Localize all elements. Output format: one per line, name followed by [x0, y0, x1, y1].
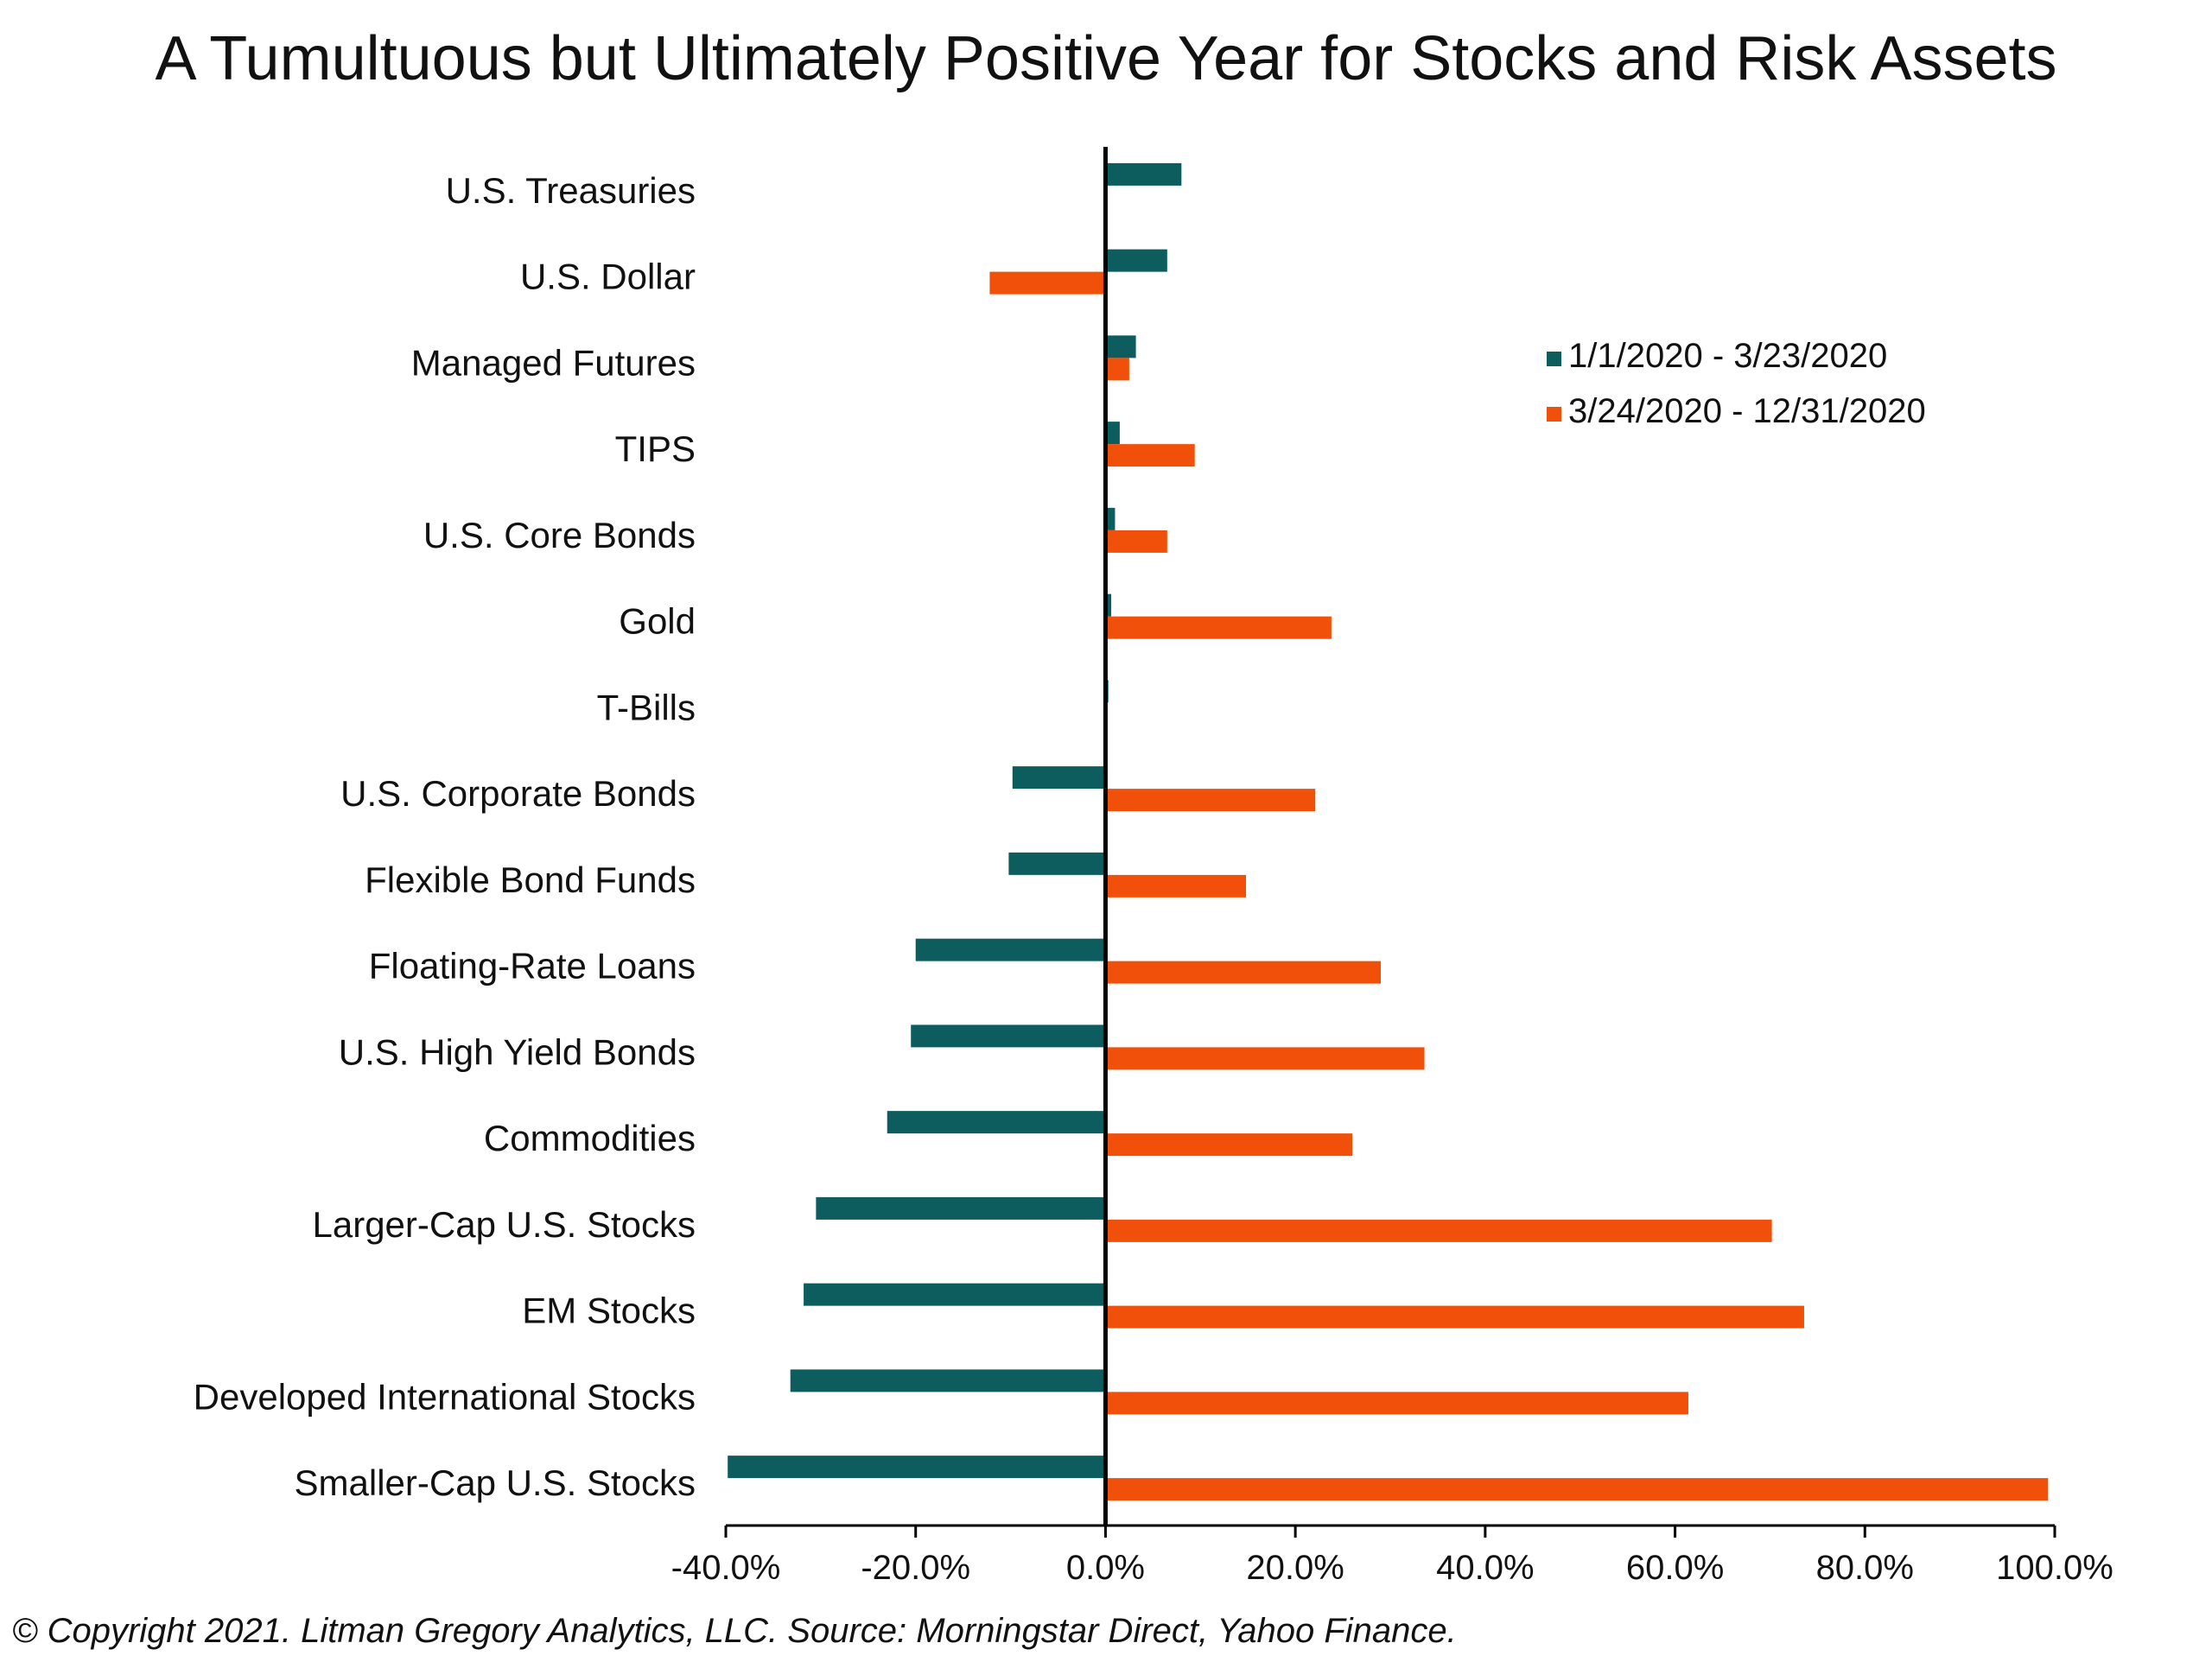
bar-rest-of-year — [1105, 874, 1247, 898]
category-label: T-Bills — [597, 687, 696, 727]
bar-rest-of-year — [989, 271, 1106, 295]
category-label: EM Stocks — [522, 1291, 696, 1331]
category-label: U.S. Core Bonds — [423, 515, 696, 555]
bar-q1-period — [1105, 507, 1116, 530]
bar-rest-of-year — [1105, 1392, 1688, 1415]
bar-q1-period — [1008, 852, 1106, 875]
category-label: Gold — [619, 601, 696, 642]
x-tick-label: 80.0% — [1816, 1549, 1914, 1587]
legend: 1/1/2020 - 3/23/2020 3/24/2020 - 12/31/20… — [1547, 337, 1926, 430]
x-tick-label: 100.0% — [1996, 1549, 2113, 1587]
category-label: Flexible Bond Funds — [365, 860, 696, 900]
bar-rest-of-year — [1105, 961, 1382, 984]
bar-q1-period — [1105, 335, 1136, 358]
bar-rest-of-year — [1105, 1478, 2049, 1501]
bar-rest-of-year — [1105, 616, 1332, 639]
bar-rest-of-year — [1105, 444, 1195, 467]
bar-rest-of-year — [1105, 1219, 1772, 1242]
category-label: Commodities — [484, 1118, 696, 1158]
bar-q1-period — [804, 1283, 1106, 1306]
bar-q1-period — [1105, 593, 1112, 617]
category-label: U.S. Corporate Bonds — [340, 773, 696, 814]
bar-rest-of-year — [1105, 530, 1167, 553]
category-label: Floating-Rate Loans — [369, 946, 696, 986]
category-label: Smaller-Cap U.S. Stocks — [295, 1462, 696, 1503]
bar-q1-period — [911, 1024, 1106, 1048]
x-tick-label: -20.0% — [861, 1549, 970, 1587]
bars — [728, 162, 2049, 1501]
bar-q1-period — [1105, 422, 1120, 445]
category-label: U.S. Dollar — [520, 257, 696, 297]
copyright-note: © Copyright 2021. Litman Gregory Analyti… — [12, 1612, 1457, 1650]
bar-q1-period — [816, 1196, 1106, 1220]
x-tick-label: 0.0% — [1066, 1549, 1145, 1587]
x-tick-label: 20.0% — [1246, 1549, 1344, 1587]
bar-q1-period — [1105, 249, 1167, 272]
bar-q1-period — [887, 1111, 1106, 1134]
legend-label: 3/24/2020 - 12/31/2020 — [1568, 392, 1926, 430]
category-label: Managed Futures — [411, 342, 696, 383]
bar-q1-period — [790, 1369, 1106, 1392]
legend-swatch — [1547, 352, 1561, 366]
legend-label: 1/1/2020 - 3/23/2020 — [1568, 337, 1887, 375]
category-label: U.S. Treasuries — [446, 170, 696, 211]
x-tick-label: 60.0% — [1626, 1549, 1724, 1587]
category-label: Developed International Stocks — [194, 1376, 696, 1417]
bar-q1-period — [728, 1456, 1106, 1479]
bar-q1-period — [1105, 162, 1182, 186]
category-label: TIPS — [615, 428, 696, 469]
bar-rest-of-year — [1105, 1047, 1425, 1070]
bar-q1-period — [915, 938, 1106, 961]
category-label: U.S. High Yield Bonds — [339, 1031, 696, 1072]
bar-rest-of-year — [1105, 1305, 1804, 1329]
category-label: Larger-Cap U.S. Stocks — [312, 1204, 696, 1245]
axes: -40.0% -20.0% 0.0% 20.0% 40.0% 60.0% 80.0% 100.… — [671, 147, 2113, 1587]
bar-rest-of-year — [1105, 1133, 1353, 1157]
bar-rest-of-year — [1105, 789, 1316, 812]
legend-swatch — [1547, 407, 1561, 422]
chart-title: A Tumultuous but Ultimately Positive Yea… — [155, 24, 2056, 93]
x-tick-label: 40.0% — [1436, 1549, 1534, 1587]
bar-rest-of-year — [1105, 358, 1129, 381]
category-labels: U.S. Treasuries U.S. Dollar Managed Future… — [194, 170, 696, 1503]
bar-q1-period — [1012, 766, 1106, 790]
x-tick-label: -40.0% — [671, 1549, 781, 1587]
